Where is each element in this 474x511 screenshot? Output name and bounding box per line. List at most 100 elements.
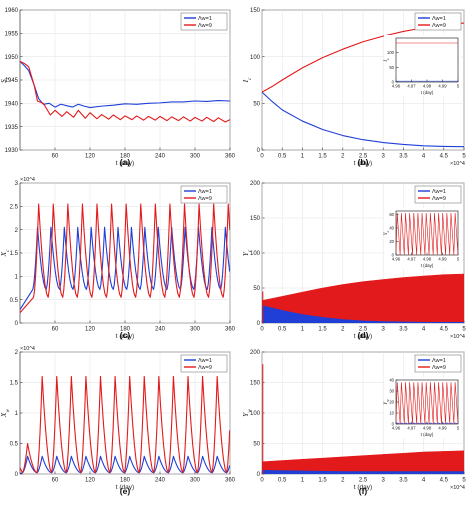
legend-label-1: Λw=1 — [432, 16, 446, 22]
x-tick-label: 4 — [422, 478, 426, 484]
series-band-2 — [262, 450, 464, 474]
plot-area — [20, 60, 230, 123]
x-tick-label: 5 — [462, 154, 466, 160]
x-tick-label: 2.5 — [359, 154, 368, 160]
x-tick-label: 240 — [155, 154, 166, 160]
y-tick-label: 0 — [257, 472, 261, 478]
y-tick-label: 2.5 — [10, 204, 19, 210]
inset-chart: 0 20 40 60 4.96 4.97 4.98 4.99 5 Yc t (day) — [383, 210, 460, 268]
legend-label-2: Λw=9 — [198, 365, 212, 371]
chart-panel-c: 00.511.522.5360120180240300360Xct (day)×… — [0, 177, 236, 340]
x-tick-label: 240 — [155, 478, 166, 484]
y-tick-label: 20 — [389, 239, 394, 244]
y-tick-label: 1 — [15, 411, 19, 417]
series-line-2 — [20, 375, 230, 474]
x-tick-label: 4.99 — [438, 426, 447, 431]
y-tick-label: 0 — [257, 148, 261, 154]
plot-area — [262, 273, 464, 323]
x-tick-label: 1 — [301, 154, 305, 160]
x-tick-label: 180 — [120, 154, 131, 160]
y-tick-label: 1945 — [5, 78, 19, 84]
y-tick-label: 0 — [257, 321, 261, 327]
y-axis-label: Ic — [241, 77, 253, 84]
y-tick-label: 100 — [387, 50, 395, 55]
y-tick-label: 40 — [389, 225, 394, 230]
y-tick-label: 0 — [15, 321, 19, 327]
x-tick-label: 60 — [52, 327, 59, 333]
y-axis-label: Xw — [0, 408, 11, 418]
y-tick-label: 50 — [253, 101, 260, 107]
y-tick-label: 200 — [250, 181, 261, 187]
x-tick-label: 2.5 — [359, 478, 368, 484]
inset-y-label: Yc — [383, 230, 390, 235]
y-tick-label: 50 — [253, 442, 260, 448]
legend-label-2: Λw=9 — [432, 196, 446, 202]
x-tick-label: 360 — [225, 327, 236, 333]
x-tick-label: 240 — [155, 327, 166, 333]
x-tick-label: 5 — [457, 84, 460, 89]
x-tick-label: 4.98 — [423, 426, 432, 431]
y-tick-label: 0.5 — [10, 442, 19, 448]
x-tick-label: 4.98 — [423, 257, 432, 262]
panel-label: (f) — [359, 486, 368, 496]
inset-y-label: Ic — [383, 58, 390, 63]
plot-area — [262, 364, 464, 474]
y-tick-label: 10 — [389, 410, 394, 415]
x-tick-label: 5 — [462, 327, 466, 333]
x-tick-label: 5 — [457, 426, 460, 431]
y-tick-label: 2 — [15, 228, 19, 234]
x-tick-label: 1.5 — [318, 154, 327, 160]
x-tick-label: 4.5 — [440, 154, 449, 160]
x-tick-label: 1 — [301, 327, 305, 333]
inset-series-line-2 — [396, 382, 458, 424]
legend-label-1: Λw=1 — [198, 358, 212, 364]
x-tick-label: 2 — [341, 478, 345, 484]
series-band-1 — [262, 305, 464, 323]
x-tick-label: 60 — [52, 478, 59, 484]
inset-series-line-1 — [396, 422, 458, 424]
y-tick-label: 1930 — [5, 148, 19, 154]
panel-label: (c) — [120, 330, 131, 340]
x-tick-label: 4.98 — [423, 84, 432, 89]
y-tick-label: 1935 — [5, 125, 19, 131]
inset-plot — [396, 42, 458, 82]
y-tick-label: 100 — [250, 55, 261, 61]
x-tick-label: 360 — [225, 478, 236, 484]
x-tick-label: 3 — [382, 327, 386, 333]
inset-x-label: t (day) — [421, 432, 434, 437]
y-tick-label: 1950 — [5, 55, 19, 61]
y-tick-label: 100 — [250, 411, 261, 417]
inset-series-line-2 — [396, 213, 458, 255]
x-tick-label: 4.99 — [438, 84, 447, 89]
y-tick-label: 150 — [250, 216, 261, 222]
legend-box — [180, 12, 228, 31]
inset-background — [384, 35, 461, 96]
y-tick-label: 150 — [250, 381, 261, 387]
panel-label: (b) — [358, 157, 369, 167]
legend-box — [414, 12, 462, 31]
y-tick-label: 0 — [392, 252, 395, 257]
x-tick-label: 4.96 — [392, 257, 401, 262]
x-tick-label: 120 — [85, 327, 96, 333]
x-tick-label: 3.5 — [399, 327, 408, 333]
x-multiplier: ×10^4 — [450, 334, 465, 340]
y-tick-label: 60 — [389, 212, 394, 217]
legend-label-1: Λw=1 — [198, 189, 212, 195]
legend-box — [414, 354, 462, 373]
x-tick-label: 120 — [85, 154, 96, 160]
legend-box — [414, 185, 462, 204]
chart-panel-a: 1930 1935 1940 1945 1950 1955 1960 60 120 180 240 3… — [0, 8, 236, 167]
series-line-2 — [20, 203, 230, 314]
inset-plot — [396, 213, 458, 255]
x-tick-label: 5 — [457, 257, 460, 262]
x-tick-label: 0.5 — [278, 154, 287, 160]
x-axis-label: t (day) — [116, 484, 134, 491]
x-axis-label: t (day) — [116, 160, 134, 167]
x-tick-label: 360 — [225, 154, 236, 160]
x-tick-label: 3 — [382, 154, 386, 160]
y-tick-label: 1 — [15, 274, 19, 280]
x-tick-label: 1 — [301, 478, 305, 484]
